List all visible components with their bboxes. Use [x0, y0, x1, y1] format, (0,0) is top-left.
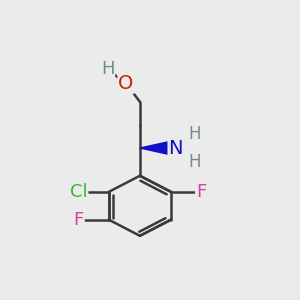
Polygon shape [140, 142, 169, 154]
Text: F: F [74, 211, 84, 229]
Text: H: H [188, 125, 200, 143]
Text: H: H [101, 61, 114, 79]
Text: O: O [118, 74, 134, 93]
Text: F: F [196, 183, 206, 201]
Text: H: H [188, 153, 200, 171]
Text: N: N [168, 139, 183, 158]
Text: Cl: Cl [70, 183, 88, 201]
